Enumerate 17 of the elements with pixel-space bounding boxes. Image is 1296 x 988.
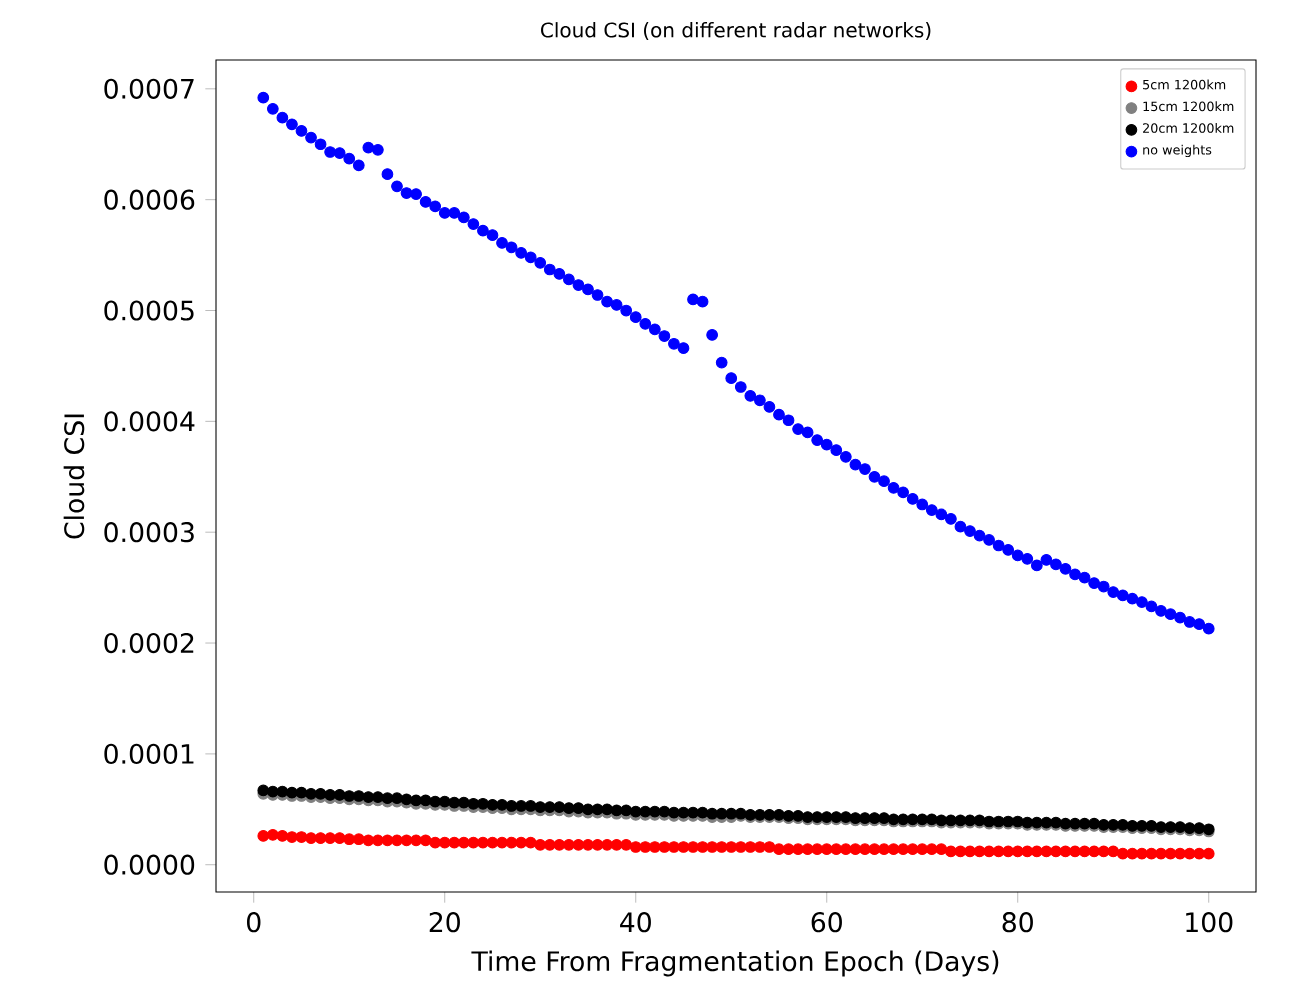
y-axis-title: Cloud CSI <box>63 414 85 539</box>
y-tick-label: 0.0000 <box>104 854 195 875</box>
x-tick-label: 80 <box>1002 912 1033 933</box>
y-tick-label: 0.0007 <box>104 78 194 99</box>
x-tick-label: 0 <box>247 912 261 933</box>
x-tick-label: 100 <box>1186 912 1233 933</box>
y-tick-label: 0.0002 <box>104 632 194 654</box>
x-tick-label: 40 <box>620 912 651 933</box>
x-tick-label: 60 <box>811 912 842 933</box>
y-tick-label: 0.0001 <box>104 743 194 764</box>
y-tick-label: 0.0004 <box>104 411 195 432</box>
x-tick-label: 20 <box>429 912 460 933</box>
y-tick-label: 0.0003 <box>104 522 194 543</box>
x-axis-title: Time From Fragmentation Epoch (Days) <box>471 950 999 977</box>
chart-title: Cloud CSI (on different radar networks) <box>541 22 931 40</box>
y-tick-label: 0.0005 <box>104 300 194 321</box>
y-tick-label: 0.0006 <box>104 189 195 210</box>
